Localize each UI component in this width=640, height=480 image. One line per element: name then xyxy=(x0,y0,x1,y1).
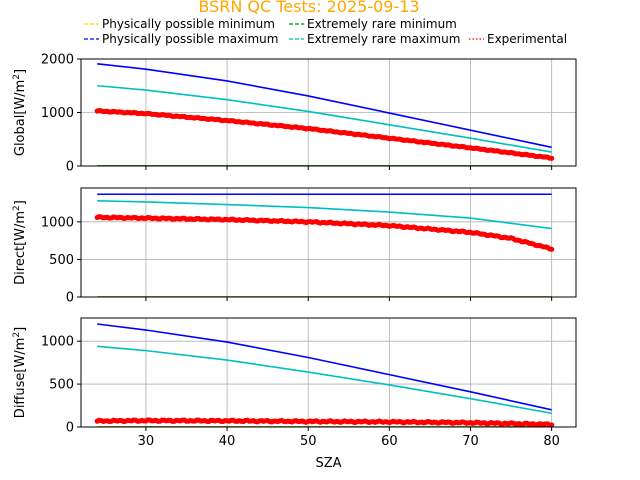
axes-frame xyxy=(80,317,577,428)
x-tick-label: 40 xyxy=(219,434,236,449)
legend-item: Extremely rare maximum xyxy=(289,32,460,46)
experimental-point xyxy=(549,155,555,161)
experimental-point xyxy=(549,422,555,427)
legend-label: Extremely rare maximum xyxy=(307,32,460,46)
chart-title: BSRN QC Tests: 2025-09-13 xyxy=(198,0,419,16)
y-axis-label: Direct[W/m2] xyxy=(12,200,28,285)
series-physically-possible-maximum xyxy=(97,63,552,149)
y-tick-label: 1000 xyxy=(41,106,74,121)
y-tick-label: 0 xyxy=(66,421,74,436)
legend-label: Physically possible maximum xyxy=(102,32,278,46)
grid xyxy=(81,188,576,298)
legend-item: Extremely rare minimum xyxy=(289,17,457,31)
experimental-point xyxy=(549,246,555,252)
x-tick-label: 50 xyxy=(300,434,317,449)
x-tick-label: 60 xyxy=(381,434,398,449)
series-extremely-rare-maximum xyxy=(97,84,552,153)
grid xyxy=(81,318,576,428)
legend-label: Extremely rare minimum xyxy=(307,17,457,31)
series-experimental xyxy=(94,417,555,427)
plot-area xyxy=(94,323,555,427)
series-experimental xyxy=(94,214,555,252)
panel-2: 0 500 1000 Direct[W/m2] xyxy=(12,187,577,306)
y-tick-label: 0 xyxy=(66,291,74,306)
legend-label: Physically possible minimum xyxy=(102,17,275,31)
legend-item: Physically possible maximum xyxy=(84,32,278,46)
panel-1: 0 1000 2000 Global[W/m2] xyxy=(12,53,577,175)
axes-frame xyxy=(80,187,577,298)
panels: 010002000Global[W/m2]05001000Direct[W/m2… xyxy=(12,53,577,471)
legend-label: Experimental xyxy=(487,32,567,46)
series-extremely-rare-maximum xyxy=(97,345,552,415)
series-experimental xyxy=(94,107,555,161)
legend: Physically possible minimum Extremely rar… xyxy=(84,17,567,46)
y-tick-label: 1000 xyxy=(41,335,74,350)
y-tick-label: 500 xyxy=(49,378,74,393)
x-tick-label: 70 xyxy=(462,434,479,449)
y-tick-label: 1000 xyxy=(41,215,74,230)
panel-3: 0 500 1000 30 40 50 60 70 80 Diffuse[W/m2] SZA xyxy=(12,317,577,471)
plot-area xyxy=(94,193,555,297)
x-axis-label: SZA xyxy=(315,456,341,471)
plot-area xyxy=(94,63,555,166)
y-axis-label: Global[W/m2] xyxy=(12,69,28,156)
y-tick-label: 0 xyxy=(66,160,74,175)
x-tick-label: 80 xyxy=(543,434,560,449)
legend-item: Physically possible minimum xyxy=(84,17,275,31)
y-axis-label: Diffuse[W/m2] xyxy=(12,327,28,418)
series-physically-possible-maximum xyxy=(97,323,552,411)
series-extremely-rare-maximum xyxy=(97,199,552,230)
y-tick-label: 500 xyxy=(49,253,74,268)
x-tick-label: 30 xyxy=(138,434,155,449)
legend-item: Experimental xyxy=(469,32,567,46)
y-tick-label: 2000 xyxy=(41,53,74,68)
